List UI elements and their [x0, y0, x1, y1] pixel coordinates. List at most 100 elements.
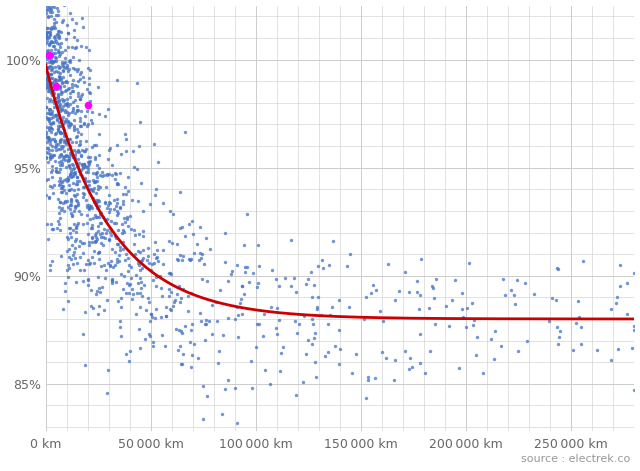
- Point: [43, 0, 53, 3]
- Point: [54, 159, 64, 166]
- Point: [51, 95, 61, 102]
- Point: [60, 108, 70, 116]
- Point: [64, 161, 74, 169]
- Point: [307, 315, 317, 323]
- Point: [112, 258, 122, 265]
- Point: [81, 168, 92, 176]
- Point: [93, 152, 104, 159]
- Point: [92, 237, 102, 244]
- Point: [167, 239, 177, 246]
- Point: [93, 273, 103, 281]
- Point: [90, 202, 100, 209]
- Point: [54, 198, 65, 206]
- Point: [65, 100, 75, 107]
- Point: [576, 323, 586, 331]
- Point: [62, 247, 72, 255]
- Point: [58, 129, 68, 137]
- Point: [42, 0, 52, 4]
- Point: [58, 179, 68, 186]
- Point: [100, 198, 110, 205]
- Point: [130, 232, 140, 239]
- Point: [195, 249, 205, 256]
- Point: [45, 154, 56, 161]
- Point: [41, 84, 51, 92]
- Point: [81, 177, 92, 185]
- Point: [45, 70, 56, 77]
- Point: [429, 294, 439, 301]
- Point: [69, 169, 79, 177]
- Point: [60, 288, 70, 295]
- Point: [457, 290, 467, 297]
- Point: [87, 221, 97, 228]
- Point: [140, 306, 150, 313]
- Point: [117, 220, 127, 227]
- Point: [308, 281, 319, 289]
- Point: [171, 325, 181, 333]
- Point: [93, 183, 103, 190]
- Point: [71, 224, 81, 232]
- Point: [41, 104, 51, 111]
- Point: [56, 253, 67, 260]
- Point: [120, 256, 131, 263]
- Point: [230, 384, 241, 392]
- Point: [45, 30, 55, 38]
- Point: [88, 177, 98, 184]
- Point: [67, 261, 77, 268]
- Point: [54, 178, 65, 185]
- Point: [629, 326, 639, 334]
- Point: [60, 127, 70, 134]
- Point: [78, 163, 88, 171]
- Point: [134, 231, 145, 238]
- Point: [143, 294, 153, 301]
- Point: [90, 155, 100, 163]
- Point: [54, 168, 64, 176]
- Point: [112, 179, 122, 187]
- Point: [70, 202, 80, 210]
- Point: [111, 279, 121, 286]
- Point: [132, 248, 143, 255]
- Point: [158, 200, 168, 207]
- Point: [118, 238, 128, 246]
- Point: [52, 40, 63, 47]
- Point: [45, 0, 56, 3]
- Point: [63, 102, 74, 110]
- Point: [56, 188, 67, 196]
- Point: [51, 37, 61, 44]
- Point: [278, 343, 289, 350]
- Point: [42, 2, 52, 10]
- Point: [83, 275, 93, 283]
- Point: [45, 155, 55, 162]
- Point: [47, 126, 57, 133]
- Point: [83, 181, 93, 189]
- Point: [149, 260, 159, 267]
- Point: [132, 290, 142, 297]
- Point: [43, 159, 53, 166]
- Point: [78, 249, 88, 257]
- Point: [42, 123, 52, 131]
- Point: [522, 337, 532, 345]
- Point: [132, 165, 142, 173]
- Point: [55, 100, 65, 107]
- Point: [56, 58, 67, 66]
- Point: [68, 88, 78, 95]
- Point: [412, 288, 422, 296]
- Point: [44, 97, 54, 105]
- Point: [46, 168, 56, 176]
- Point: [125, 263, 136, 271]
- Point: [275, 367, 285, 375]
- Point: [49, 42, 59, 50]
- Point: [45, 28, 55, 36]
- Point: [67, 81, 77, 88]
- Point: [146, 267, 156, 274]
- Point: [175, 327, 186, 334]
- Point: [49, 82, 59, 89]
- Point: [115, 243, 125, 251]
- Point: [91, 213, 101, 220]
- Point: [122, 268, 132, 275]
- Point: [176, 294, 186, 302]
- Point: [122, 222, 132, 230]
- Point: [68, 249, 79, 256]
- Point: [178, 252, 188, 260]
- Point: [55, 174, 65, 182]
- Point: [56, 129, 67, 137]
